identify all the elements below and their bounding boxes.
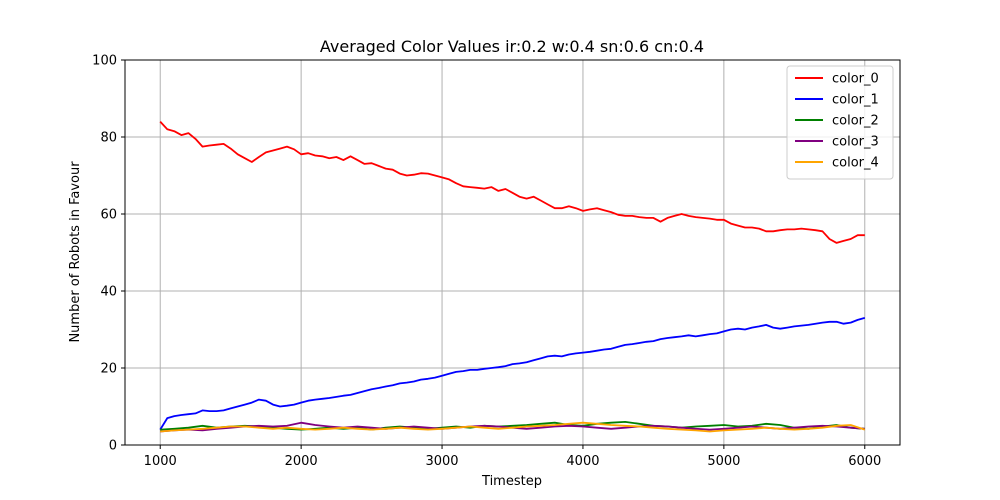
legend-entry-color_1: color_1 <box>832 93 879 108</box>
y-axis-label: Number of Robots in Favour <box>68 161 83 343</box>
legend-entry-color_0: color_0 <box>832 72 879 87</box>
y-tick-label: 60 <box>100 208 117 223</box>
x-tick-label: 2000 <box>285 454 318 469</box>
y-tick-label: 80 <box>100 131 117 146</box>
legend: color_0 color_1 color_2 color_3 color_4 <box>786 65 894 180</box>
series-line-color_0 <box>159 120 865 244</box>
series-line-color_4 <box>160 421 866 433</box>
series-line-color_1 <box>159 317 866 431</box>
y-tick-label: 0 <box>109 439 117 454</box>
chart-title: Averaged Color Values ir:0.2 w:0.4 sn:0.… <box>320 37 704 56</box>
legend-entry-color_2: color_2 <box>832 114 879 129</box>
y-axis: 0 20 40 60 80 100 <box>92 54 125 454</box>
legend-box <box>786 65 894 180</box>
legend-entry-color_3: color_3 <box>832 135 879 150</box>
plot-frame <box>124 59 901 446</box>
x-tick-label: 6000 <box>848 454 881 469</box>
series-group <box>159 120 866 433</box>
x-tick-label: 3000 <box>425 454 458 469</box>
x-tick-label: 5000 <box>707 454 740 469</box>
legend-entry-color_4: color_4 <box>832 156 879 171</box>
y-tick-label: 40 <box>100 285 117 300</box>
x-axis: 1000 2000 3000 4000 5000 6000 <box>144 445 881 469</box>
y-tick-label: 100 <box>92 54 117 69</box>
y-tick-label: 20 <box>100 362 117 377</box>
x-tick-label: 1000 <box>144 454 177 469</box>
x-tick-label: 4000 <box>566 454 599 469</box>
x-axis-label: Timestep <box>481 474 542 489</box>
